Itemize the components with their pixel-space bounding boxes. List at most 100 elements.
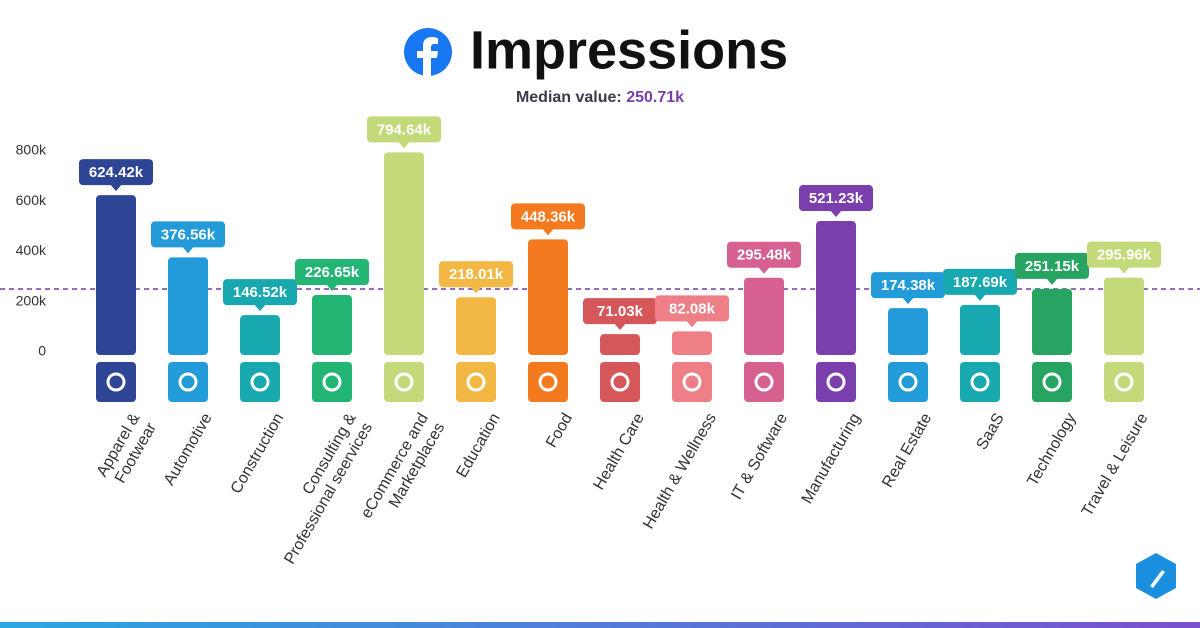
value-label-text: 794.64k: [377, 121, 432, 138]
icon-glyph: [466, 372, 486, 392]
category-icon: [96, 362, 136, 402]
value-label-box: [439, 261, 513, 288]
value-label-text: 295.48k: [737, 247, 792, 264]
value-label-pointer: [398, 141, 410, 149]
value-label-box: [1087, 241, 1161, 268]
icon-glyph: [1042, 372, 1062, 392]
icon-glyph: [754, 372, 774, 392]
bar: [600, 334, 640, 355]
facebook-logo: [404, 28, 452, 76]
value-label: 521.23k: [799, 185, 873, 218]
icon-glyph: [322, 372, 342, 392]
value-label-pointer: [758, 266, 770, 274]
median-caption: Median value: 250.71k: [516, 89, 684, 106]
y-tick-label: 600k: [16, 192, 47, 208]
icon-box: [888, 362, 928, 402]
value-label: 295.48k: [727, 241, 801, 274]
value-label-pointer: [110, 184, 122, 192]
value-label-pointer: [470, 286, 482, 294]
icon-glyph: [178, 372, 198, 392]
category-icon: [744, 362, 784, 402]
value-label: 251.15k: [1015, 252, 1089, 285]
bar: [1032, 288, 1072, 355]
chart-title: Impressions: [470, 20, 788, 80]
bar: [744, 277, 784, 355]
value-label: 146.52k: [223, 279, 297, 312]
icon-glyph: [106, 372, 126, 392]
y-tick-label: 800k: [16, 142, 47, 158]
value-label-text: 187.69k: [953, 274, 1008, 291]
value-label: 226.65k: [295, 259, 369, 292]
icon-box: [96, 362, 136, 402]
value-label-pointer: [326, 284, 338, 292]
icon-box: [672, 362, 712, 402]
bar: [528, 239, 568, 355]
category-icon: [600, 362, 640, 402]
icon-box: [816, 362, 856, 402]
icon-glyph: [610, 372, 630, 392]
value-label-box: [511, 203, 585, 230]
icon-glyph: [538, 372, 558, 392]
icon-glyph: [250, 372, 270, 392]
value-label: 218.01k: [439, 261, 513, 294]
y-tick-label: 0: [38, 343, 46, 359]
bottom-bar: [0, 622, 1200, 628]
median-value: 250.71k: [626, 89, 684, 106]
value-label-box: [871, 272, 945, 299]
value-label-text: 376.56k: [161, 226, 216, 243]
value-label-text: 295.96k: [1097, 247, 1152, 264]
icon-box: [960, 362, 1000, 402]
category-icon: [384, 362, 424, 402]
value-label-text: 624.42k: [89, 164, 144, 181]
value-label-pointer: [686, 320, 698, 328]
value-label-pointer: [254, 304, 266, 312]
value-label: 295.96k: [1087, 241, 1161, 274]
category-icon: [1104, 362, 1144, 402]
value-label-box: [295, 259, 369, 286]
value-label-box: [79, 159, 153, 186]
value-label-text: 251.15k: [1025, 258, 1080, 275]
icon-box: [168, 362, 208, 402]
category-icon: [168, 362, 208, 402]
value-label-pointer: [614, 323, 626, 331]
bar: [240, 315, 280, 355]
value-label-text: 218.01k: [449, 266, 504, 283]
bar: [384, 152, 424, 355]
value-label-box: [655, 295, 729, 322]
value-label-text: 174.38k: [881, 277, 936, 294]
value-label-pointer: [974, 293, 986, 301]
value-label-text: 448.36k: [521, 208, 576, 225]
icon-box: [240, 362, 280, 402]
value-label: 174.38k: [871, 272, 945, 305]
bar: [1104, 277, 1144, 355]
icon-box: [1104, 362, 1144, 402]
value-label-box: [799, 185, 873, 212]
value-label-text: 71.03k: [597, 303, 644, 320]
value-label-pointer: [182, 246, 194, 254]
value-label: 624.42k: [79, 159, 153, 192]
value-label: 794.64k: [367, 116, 441, 149]
bar: [960, 304, 1000, 355]
value-label: 187.69k: [943, 268, 1017, 301]
y-tick-label: 200k: [16, 292, 47, 308]
category-icon: [528, 362, 568, 402]
value-label-text: 226.65k: [305, 264, 360, 281]
icon-box: [600, 362, 640, 402]
icon-box: [384, 362, 424, 402]
icon-box: [744, 362, 784, 402]
value-label-box: [367, 116, 441, 143]
value-label-box: [727, 241, 801, 268]
bar: [456, 297, 496, 355]
bar: [888, 308, 928, 355]
value-label-text: 146.52k: [233, 284, 288, 301]
bar: [816, 221, 856, 355]
value-label-box: [151, 221, 225, 248]
value-label-text: 82.08k: [669, 300, 716, 317]
value-label-box: [943, 268, 1017, 295]
value-label: 376.56k: [151, 221, 225, 254]
icon-glyph: [682, 372, 702, 392]
category-icon: [1032, 362, 1072, 402]
bar: [312, 295, 352, 355]
